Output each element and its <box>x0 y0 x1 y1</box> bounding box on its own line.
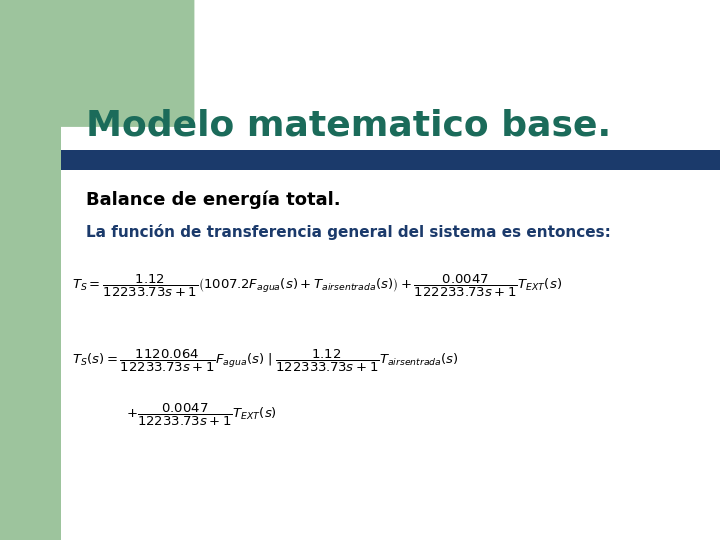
Text: $+\dfrac{0.0047}{12233.73s+1}T_{EXT}(s)$: $+\dfrac{0.0047}{12233.73s+1}T_{EXT}(s)$ <box>126 402 277 428</box>
Text: $T_S(s) = \dfrac{1120.064}{12233.73s+1}F_{agua}(s) \;|\; \dfrac{1.12}{122333.73s: $T_S(s) = \dfrac{1120.064}{12233.73s+1}F… <box>72 348 459 374</box>
Text: Balance de energía total.: Balance de energía total. <box>86 190 341 208</box>
Text: La función de transferencia general del sistema es entonces:: La función de transferencia general del … <box>86 224 611 240</box>
Text: Modelo matematico base.: Modelo matematico base. <box>86 108 611 142</box>
Text: $T_S = \dfrac{1.12}{12233.73s+1}\left(1007.2F_{agua}(s)+T_{airsentrada}(s)\right: $T_S = \dfrac{1.12}{12233.73s+1}\left(10… <box>72 273 562 299</box>
